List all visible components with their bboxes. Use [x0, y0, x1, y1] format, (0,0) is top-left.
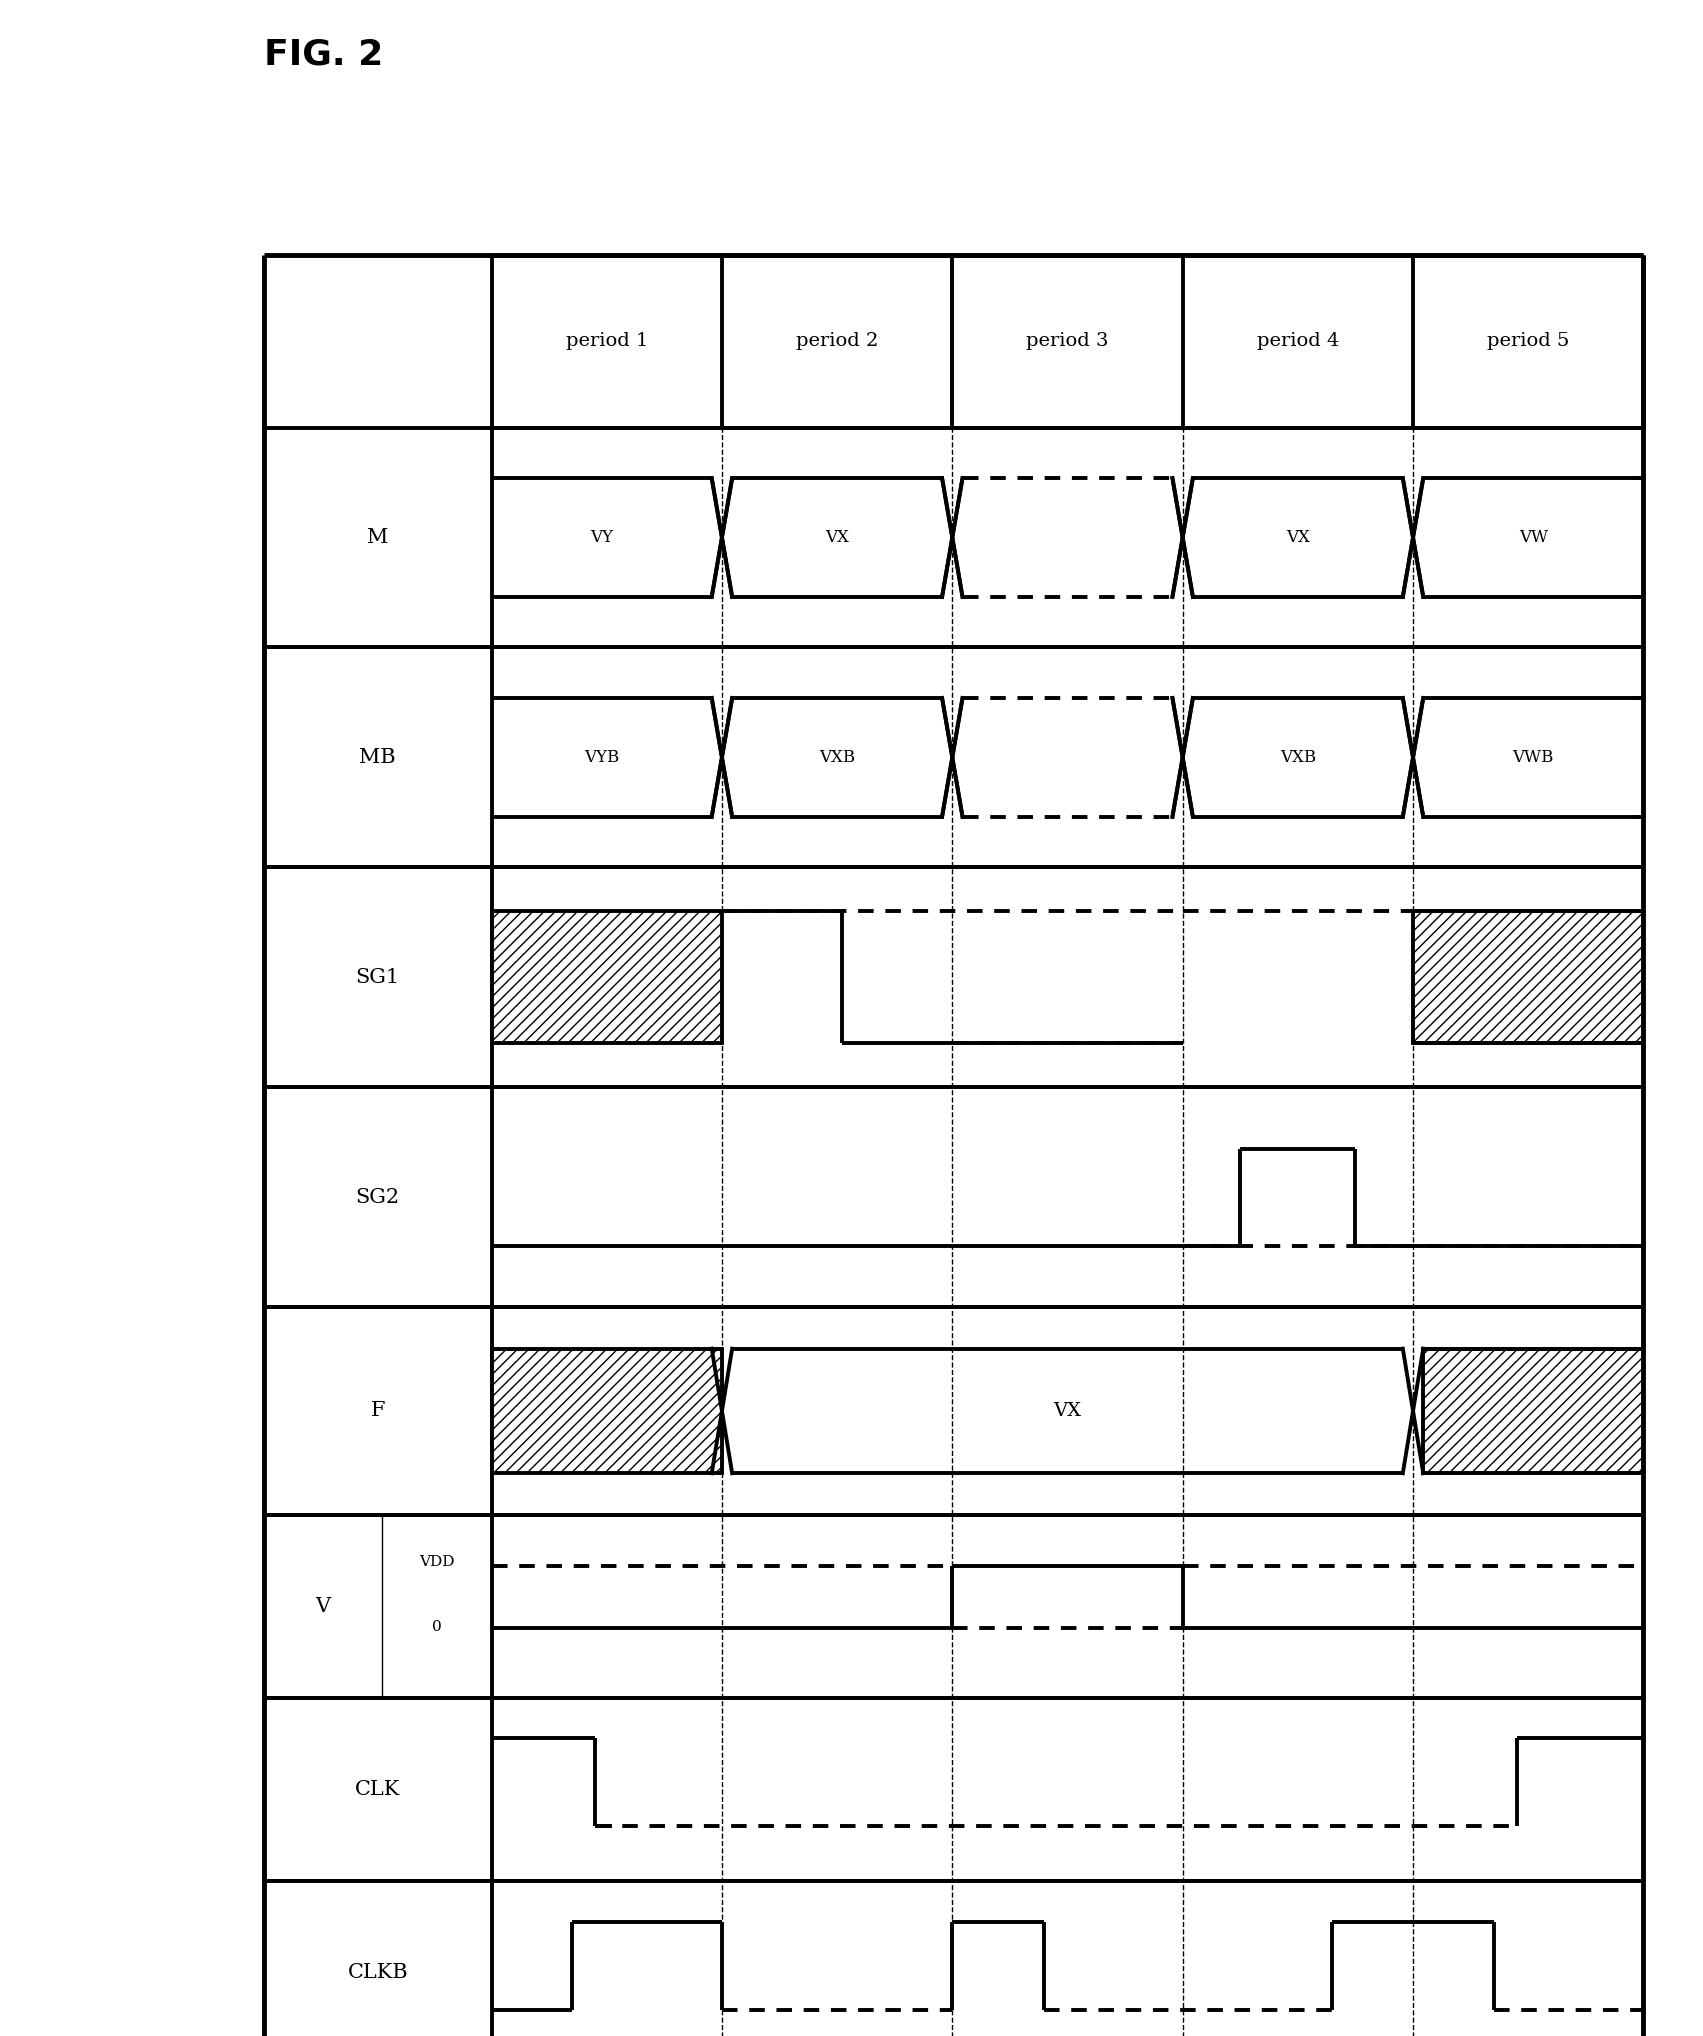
Text: VW: VW: [1519, 529, 1548, 546]
Text: period 2: period 2: [795, 332, 879, 350]
Text: VYB: VYB: [584, 749, 620, 766]
Bar: [492, 912, 722, 1042]
Text: VY: VY: [591, 529, 613, 546]
Text: period 1: period 1: [565, 332, 647, 350]
Text: VX: VX: [826, 529, 850, 546]
Text: VX: VX: [1286, 529, 1310, 546]
Bar: [1424, 1348, 1643, 1474]
Text: CLK: CLK: [356, 1779, 400, 1800]
Text: M: M: [368, 527, 388, 548]
Text: VWB: VWB: [1512, 749, 1555, 766]
Text: VXB: VXB: [1279, 749, 1316, 766]
Text: VXB: VXB: [819, 749, 855, 766]
Text: VDD: VDD: [419, 1556, 455, 1568]
Text: CLKB: CLKB: [347, 1963, 409, 1983]
Text: SG2: SG2: [356, 1187, 400, 1207]
Text: period 5: period 5: [1487, 332, 1570, 350]
Text: period 4: period 4: [1257, 332, 1339, 350]
Text: V: V: [315, 1596, 330, 1617]
Text: 0: 0: [433, 1621, 441, 1633]
Text: FIG. 2: FIG. 2: [264, 37, 383, 71]
Text: SG1: SG1: [356, 967, 400, 987]
Text: F: F: [371, 1401, 385, 1421]
Text: period 3: period 3: [1027, 332, 1109, 350]
Text: MB: MB: [359, 747, 397, 768]
Text: VX: VX: [1054, 1403, 1081, 1419]
Bar: [1413, 912, 1643, 1042]
Bar: [492, 1348, 722, 1474]
